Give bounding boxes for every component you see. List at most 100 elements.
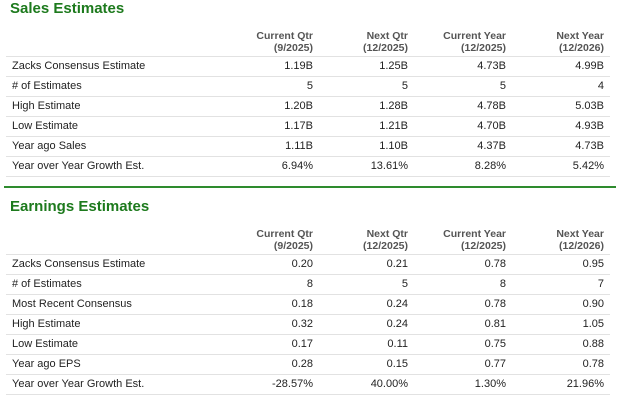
cell-value: 0.78: [582, 358, 604, 370]
column-header: Next Year: [556, 228, 604, 240]
cell-value: 5.42%: [572, 160, 604, 172]
cell-value: 5: [306, 80, 313, 92]
cell-value: 0.32: [291, 318, 313, 330]
cell-value: 0.24: [386, 298, 408, 310]
row-rule: [6, 314, 610, 315]
cell-value: 0.78: [484, 258, 506, 270]
cell-value: 0.28: [291, 358, 313, 370]
row-rule: [6, 294, 610, 295]
cell-value: 8.28%: [474, 160, 506, 172]
row-rule: [6, 334, 610, 335]
cell-value: 0.95: [582, 258, 604, 270]
cell-value: 4.93B: [575, 120, 604, 132]
cell-value: 4.99B: [575, 60, 604, 72]
row-rule: [6, 274, 610, 275]
cell-value: 4.73B: [477, 60, 506, 72]
row-label: Year over Year Growth Est.: [12, 378, 145, 390]
cell-value: 4.37B: [477, 140, 506, 152]
cell-value: 0.15: [386, 358, 408, 370]
cell-value: 8: [499, 278, 506, 290]
cell-value: 13.61%: [370, 160, 408, 172]
cell-value: 4: [597, 80, 604, 92]
column-period: (12/2025): [461, 240, 506, 252]
row-label: Zacks Consensus Estimate: [12, 258, 146, 270]
cell-value: 1.20B: [284, 100, 313, 112]
row-label: Most Recent Consensus: [12, 298, 132, 310]
cell-value: 6.94%: [281, 160, 313, 172]
section-title: Sales Estimates: [10, 0, 125, 17]
cell-value: 5.03B: [575, 100, 604, 112]
cell-value: 5: [499, 80, 506, 92]
cell-value: 1.28B: [379, 100, 408, 112]
cell-value: -28.57%: [272, 378, 313, 390]
column-header: Next Year: [556, 30, 604, 42]
cell-value: 0.77: [484, 358, 506, 370]
cell-value: 21.96%: [566, 378, 604, 390]
column-header: Next Qtr: [366, 30, 408, 42]
column-period: (12/2026): [559, 42, 604, 54]
row-rule: [6, 374, 610, 375]
row-label: Low Estimate: [12, 338, 79, 350]
column-period: (9/2025): [273, 240, 313, 252]
column-period: (12/2025): [461, 42, 506, 54]
cell-value: 0.88: [582, 338, 604, 350]
column-period: (12/2025): [363, 42, 408, 54]
cell-value: 0.18: [291, 298, 313, 310]
cell-value: 0.17: [291, 338, 313, 350]
cell-value: 7: [597, 278, 604, 290]
row-rule: [6, 176, 610, 177]
row-rule: [6, 136, 610, 137]
section-divider: [4, 186, 616, 188]
row-label: Year over Year Growth Est.: [12, 160, 145, 172]
column-period: (12/2025): [363, 240, 408, 252]
cell-value: 5: [401, 80, 408, 92]
header-rule: [6, 56, 610, 57]
cell-value: 0.90: [582, 298, 604, 310]
row-label: # of Estimates: [12, 80, 82, 92]
cell-value: 8: [306, 278, 313, 290]
row-label: # of Estimates: [12, 278, 82, 290]
section-title: Earnings Estimates: [10, 198, 150, 215]
cell-value: 0.20: [291, 258, 313, 270]
cell-value: 1.30%: [474, 378, 506, 390]
row-rule: [6, 76, 610, 77]
column-header: Current Year: [443, 228, 506, 240]
cell-value: 0.11: [387, 338, 408, 350]
row-label: Low Estimate: [12, 120, 79, 132]
cell-value: 1.10B: [379, 140, 408, 152]
column-header: Current Year: [443, 30, 506, 42]
row-label: High Estimate: [12, 318, 81, 330]
row-rule: [6, 394, 610, 395]
cell-value: 0.81: [484, 318, 506, 330]
row-rule: [6, 96, 610, 97]
cell-value: 1.21B: [379, 120, 408, 132]
row-label: Year ago Sales: [12, 140, 87, 152]
cell-value: 0.75: [484, 338, 506, 350]
cell-value: 5: [401, 278, 408, 290]
cell-value: 0.78: [484, 298, 506, 310]
row-label: Year ago EPS: [12, 358, 81, 370]
header-rule: [6, 254, 610, 255]
cell-value: 1.05: [582, 318, 604, 330]
cell-value: 4.78B: [477, 100, 506, 112]
column-header: Next Qtr: [366, 228, 408, 240]
cell-value: 1.19B: [284, 60, 313, 72]
cell-value: 4.70B: [477, 120, 506, 132]
cell-value: 1.11B: [285, 140, 313, 152]
row-rule: [6, 116, 610, 117]
column-header: Current Qtr: [256, 30, 313, 42]
row-rule: [6, 156, 610, 157]
column-header: Current Qtr: [256, 228, 313, 240]
cell-value: 4.73B: [575, 140, 604, 152]
row-rule: [6, 354, 610, 355]
cell-value: 0.24: [386, 318, 408, 330]
cell-value: 1.17B: [284, 120, 313, 132]
cell-value: 0.21: [386, 258, 408, 270]
cell-value: 1.25B: [379, 60, 408, 72]
cell-value: 40.00%: [370, 378, 408, 390]
column-period: (9/2025): [273, 42, 313, 54]
row-label: Zacks Consensus Estimate: [12, 60, 146, 72]
row-label: High Estimate: [12, 100, 81, 112]
column-period: (12/2026): [559, 240, 604, 252]
